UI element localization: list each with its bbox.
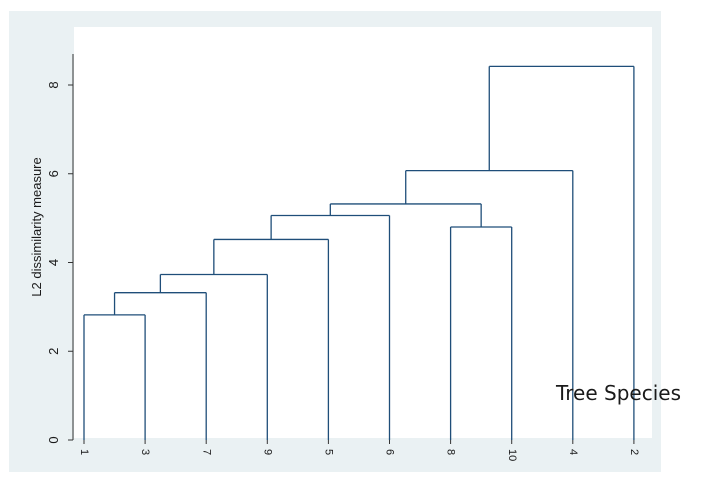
y-tick-label: 2 [46, 348, 61, 355]
y-tick-label: 0 [46, 436, 61, 443]
plot-region [74, 27, 652, 438]
leaf-label: 3 [139, 449, 151, 455]
y-tick-label: 8 [46, 81, 61, 88]
dendrogram-links [83, 65, 635, 440]
leaf-label: 5 [322, 449, 334, 455]
leaf-label: 10 [506, 449, 518, 461]
y-axis: 0 2 4 6 8 [46, 53, 74, 444]
y-tick-label: 4 [46, 259, 61, 266]
leaf-label: 4 [567, 449, 579, 455]
leaf-label: 8 [445, 449, 457, 455]
leaf-label: 1 [78, 449, 90, 455]
y-axis-label: L2 dissimilarity measure [29, 157, 44, 296]
y-tick-label: 6 [46, 170, 61, 177]
leaf-label: 9 [261, 449, 273, 455]
annotation-tree-species: Tree Species [556, 381, 681, 405]
leaf-label: 6 [384, 449, 396, 455]
leaf-label: 2 [628, 449, 640, 455]
leaf-label: 7 [200, 449, 212, 455]
leaf-labels: 1 3 7 9 5 6 8 10 4 2 [78, 440, 640, 461]
